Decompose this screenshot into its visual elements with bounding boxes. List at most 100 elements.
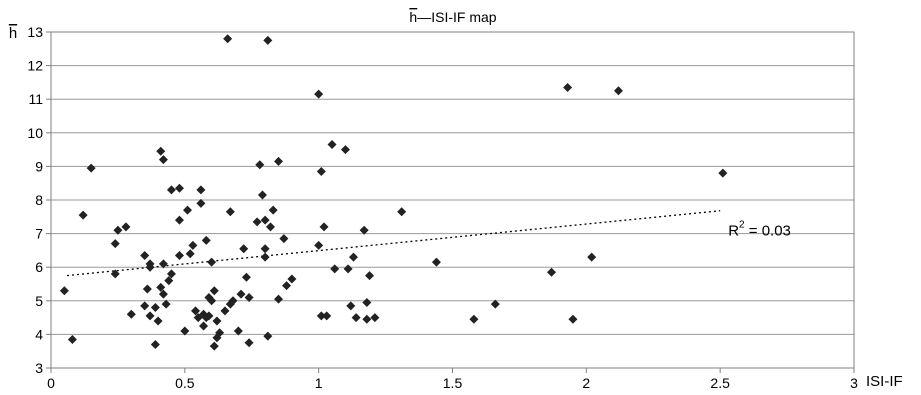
grid-lines bbox=[51, 65, 854, 335]
data-point bbox=[348, 252, 358, 262]
data-point bbox=[145, 311, 155, 321]
data-point bbox=[257, 190, 267, 200]
data-point bbox=[327, 140, 337, 150]
data-point bbox=[568, 314, 578, 324]
data-point bbox=[110, 269, 120, 279]
x-tick-label: 0 bbox=[47, 375, 55, 391]
data-point bbox=[287, 274, 297, 284]
trendline bbox=[66, 210, 721, 277]
chart-title: h—ISI-IF map bbox=[409, 9, 496, 25]
data-point bbox=[150, 303, 160, 313]
data-point bbox=[239, 244, 249, 254]
data-point bbox=[183, 205, 193, 215]
r-squared-value: = 0.03 bbox=[745, 222, 791, 239]
data-point bbox=[161, 299, 171, 309]
x-axis-title: ISI-IF bbox=[866, 373, 903, 390]
data-point bbox=[212, 316, 222, 326]
data-point bbox=[166, 269, 176, 279]
data-point bbox=[236, 289, 246, 299]
y-tick-label: 12 bbox=[27, 58, 43, 74]
data-point bbox=[209, 341, 219, 351]
data-point bbox=[263, 331, 273, 341]
data-point bbox=[718, 168, 728, 178]
data-point bbox=[86, 163, 96, 173]
data-point bbox=[370, 313, 380, 323]
x-tick-label: 1 bbox=[315, 375, 323, 391]
data-point bbox=[158, 155, 168, 165]
data-point bbox=[241, 272, 251, 282]
data-point bbox=[158, 289, 168, 299]
data-point bbox=[490, 299, 500, 309]
data-point bbox=[282, 281, 292, 291]
title-rest: —ISI-IF map bbox=[417, 9, 497, 25]
data-point bbox=[263, 35, 273, 45]
data-point bbox=[188, 240, 198, 250]
data-point bbox=[233, 326, 243, 336]
data-point bbox=[244, 338, 254, 348]
data-point bbox=[319, 222, 329, 232]
data-point bbox=[180, 326, 190, 336]
data-point bbox=[343, 264, 353, 274]
data-point bbox=[322, 311, 332, 321]
data-point bbox=[362, 297, 372, 307]
data-point bbox=[204, 311, 214, 321]
data-point bbox=[255, 160, 265, 170]
data-point bbox=[140, 301, 150, 311]
data-point bbox=[316, 311, 326, 321]
data-point bbox=[469, 314, 479, 324]
data-point bbox=[613, 86, 623, 96]
data-point bbox=[397, 207, 407, 217]
data-point bbox=[156, 146, 166, 156]
data-point bbox=[228, 296, 238, 306]
data-point bbox=[316, 166, 326, 176]
data-point bbox=[274, 294, 284, 304]
data-point bbox=[207, 257, 217, 267]
y-tick-label: 7 bbox=[35, 226, 43, 242]
data-point bbox=[274, 156, 284, 166]
y-tick-label: 5 bbox=[35, 293, 43, 309]
data-point bbox=[220, 306, 230, 316]
y-axis-title: h bbox=[9, 25, 17, 42]
data-point bbox=[153, 316, 163, 326]
data-point bbox=[121, 222, 131, 232]
y-tick-label: 10 bbox=[27, 125, 43, 141]
data-point bbox=[158, 259, 168, 269]
data-point bbox=[126, 309, 136, 319]
r-squared-superscript: 2 bbox=[739, 219, 745, 230]
data-point bbox=[268, 205, 278, 215]
data-point bbox=[191, 306, 201, 316]
y-tick-label: 11 bbox=[28, 91, 43, 107]
y-tick-label: 8 bbox=[35, 192, 43, 208]
data-point bbox=[140, 250, 150, 260]
data-point bbox=[265, 222, 275, 232]
x-tick-label: 1.5 bbox=[443, 375, 463, 391]
data-point bbox=[196, 198, 206, 208]
data-point bbox=[67, 334, 77, 344]
data-point bbox=[215, 328, 225, 338]
r-squared-annotation: R2 = 0.03 bbox=[728, 219, 791, 239]
data-point bbox=[260, 252, 270, 262]
data-point bbox=[164, 276, 174, 286]
data-point bbox=[166, 185, 176, 195]
data-point bbox=[110, 239, 120, 249]
data-point bbox=[314, 240, 324, 250]
data-point bbox=[260, 215, 270, 225]
x-tick-label: 2 bbox=[582, 375, 590, 391]
data-point bbox=[340, 145, 350, 155]
data-point bbox=[330, 264, 340, 274]
title-overline-char: h bbox=[409, 9, 417, 25]
data-point bbox=[223, 34, 233, 44]
data-point bbox=[244, 292, 254, 302]
data-point bbox=[113, 225, 123, 235]
data-point bbox=[346, 301, 356, 311]
data-point bbox=[201, 235, 211, 245]
axis-ticks: 3 4 5 6 7 8 9 10 11 12 13 0 0.5 1 1.5 2 2.5 3 bbox=[27, 24, 858, 391]
data-point bbox=[365, 271, 375, 281]
data-point bbox=[587, 252, 597, 262]
data-point bbox=[209, 286, 219, 296]
data-point bbox=[174, 183, 184, 193]
data-point bbox=[174, 215, 184, 225]
data-point bbox=[196, 185, 206, 195]
x-tick-label: 3 bbox=[850, 375, 858, 391]
